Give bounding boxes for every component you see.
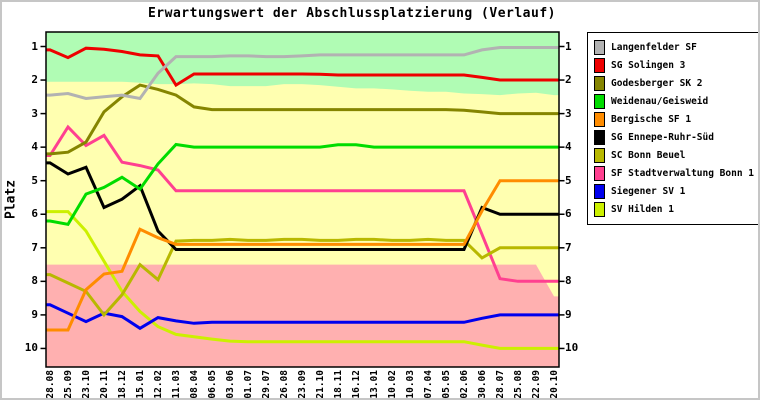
legend-item: SG Ennepe-Ruhr-Süd bbox=[594, 128, 758, 146]
y-tick-label-left: 7 bbox=[31, 240, 38, 254]
y-tick-label-right: 3 bbox=[565, 106, 572, 120]
legend-item: SV Hilden 1 bbox=[594, 201, 758, 219]
legend: Langenfelder SF SG Solingen 3 Godesberger … bbox=[587, 32, 758, 225]
line-weidenau-geisweid bbox=[46, 142, 559, 226]
y-tick-label-left: 8 bbox=[31, 274, 38, 288]
legend-swatch-icon bbox=[594, 166, 605, 182]
legend-label: Bergische SF 1 bbox=[611, 113, 692, 125]
x-tick-label: 18.12 bbox=[116, 370, 128, 399]
legend-label: SC Bonn Beuel bbox=[611, 150, 686, 162]
legend-label: SG Ennepe-Ruhr-Süd bbox=[611, 132, 714, 144]
y-tick-label-left: 1 bbox=[31, 39, 38, 53]
legend-swatch-icon bbox=[594, 57, 605, 73]
legend-item: Weidenau/Geisweid bbox=[594, 92, 758, 110]
x-tick-label: 28.07 bbox=[494, 370, 506, 399]
x-tick-label: 10.02 bbox=[386, 370, 398, 399]
x-tick-label: 13.01 bbox=[368, 370, 380, 399]
x-tick-label: 23.10 bbox=[80, 370, 92, 399]
legend-item: SC Bonn Beuel bbox=[594, 147, 758, 165]
line-sc-bonn-beuel bbox=[46, 237, 559, 318]
line-langenfelder-sf bbox=[46, 46, 559, 101]
legend-swatch-icon bbox=[594, 111, 605, 127]
plot-border bbox=[45, 31, 560, 368]
legend-label: Siegener SV 1 bbox=[611, 186, 686, 198]
legend-swatch-icon bbox=[594, 39, 605, 55]
x-tick-label: 10.03 bbox=[404, 370, 416, 399]
legend-label: SV Hilden 1 bbox=[611, 204, 674, 216]
chart-title: Erwartungswert der Abschlussplatzierung … bbox=[147, 6, 556, 21]
y-tick-label-left: 6 bbox=[31, 207, 38, 221]
legend-swatch-icon bbox=[594, 148, 605, 164]
y-tick-label-right: 8 bbox=[565, 274, 572, 288]
legend-item: Langenfelder SF bbox=[594, 38, 758, 56]
x-tick-label: 21.10 bbox=[314, 370, 326, 399]
y-tick-label-right: 6 bbox=[565, 207, 572, 221]
x-tick-label: 02.06 bbox=[458, 370, 470, 399]
x-tick-label: 06.05 bbox=[206, 370, 218, 399]
legend-swatch-icon bbox=[594, 75, 605, 91]
x-tick-label: 23.09 bbox=[296, 370, 308, 399]
x-tick-label: 25.09 bbox=[62, 370, 74, 399]
x-tick-label: 18.11 bbox=[332, 370, 344, 399]
x-tick-label: 20.11 bbox=[98, 370, 110, 399]
x-tick-label: 30.06 bbox=[476, 370, 488, 399]
line-siegener-sv-1 bbox=[46, 303, 559, 331]
legend-item: SF Stadtverwaltung Bonn 1 bbox=[594, 165, 758, 183]
legend-item: Godesberger SK 2 bbox=[594, 74, 758, 92]
x-tick-label: 15.01 bbox=[134, 370, 146, 399]
x-tick-label: 07.04 bbox=[422, 370, 434, 399]
x-tick-label: 26.08 bbox=[278, 370, 290, 399]
legend-item: Bergische SF 1 bbox=[594, 110, 758, 128]
y-tick-label-right: 1 bbox=[565, 39, 572, 53]
y-tick-label-right: 2 bbox=[565, 73, 572, 87]
x-tick-label: 01.07 bbox=[242, 370, 254, 399]
legend-label: Godesberger SK 2 bbox=[611, 77, 703, 89]
x-tick-label: 12.02 bbox=[152, 370, 164, 399]
y-tick-label-left: 9 bbox=[31, 307, 38, 321]
y-tick-label-right: 9 bbox=[565, 307, 572, 321]
x-tick-label: 20.10 bbox=[548, 370, 560, 399]
line-sg-solingen-3 bbox=[46, 46, 559, 88]
legend-label: SG Solingen 3 bbox=[611, 59, 686, 71]
x-tick-label: 29.07 bbox=[260, 370, 272, 399]
zone-aufstiegszone bbox=[46, 32, 559, 96]
line-sg-ennepe-ruhr-s-d bbox=[46, 161, 559, 251]
y-tick-label-left: 4 bbox=[31, 140, 38, 154]
legend-label: Weidenau/Geisweid bbox=[611, 95, 709, 107]
legend-swatch-icon bbox=[594, 184, 605, 200]
line-sv-hilden-1 bbox=[46, 210, 559, 350]
x-tick-label: 03.06 bbox=[224, 370, 236, 399]
x-tick-label: 28.08 bbox=[44, 370, 56, 399]
x-tick-label: 25.08 bbox=[512, 370, 524, 399]
legend-label: Langenfelder SF bbox=[611, 41, 697, 53]
legend-item: Siegener SV 1 bbox=[594, 183, 758, 201]
y-tick-label-left: 2 bbox=[31, 73, 38, 87]
legend-swatch-icon bbox=[594, 93, 605, 109]
legend-swatch-icon bbox=[594, 130, 605, 146]
y-tick-label-right: 10 bbox=[565, 341, 579, 355]
y-tick-label-left: 5 bbox=[31, 173, 38, 187]
line-sf-stadtverwaltung-bonn-1 bbox=[46, 124, 559, 283]
x-tick-label: 11.03 bbox=[170, 370, 182, 399]
line-bergische-sf-1 bbox=[46, 179, 559, 332]
legend-label: SF Stadtverwaltung Bonn 1 bbox=[611, 168, 754, 180]
y-tick-label-left: 10 bbox=[24, 341, 38, 355]
x-tick-label: 05.05 bbox=[440, 370, 452, 399]
y-tick-label-right: 4 bbox=[565, 140, 572, 154]
x-tick-label: 08.04 bbox=[188, 370, 200, 399]
y-tick-label-right: 5 bbox=[565, 173, 572, 187]
line-godesberger-sk-2 bbox=[46, 83, 559, 156]
y-tick-label-left: 3 bbox=[31, 106, 38, 120]
y-tick-label-right: 7 bbox=[565, 240, 572, 254]
x-tick-label: 22.09 bbox=[530, 370, 542, 399]
legend-item: SG Solingen 3 bbox=[594, 56, 758, 74]
x-tick-label: 16.12 bbox=[350, 370, 362, 399]
legend-swatch-icon bbox=[594, 202, 605, 218]
